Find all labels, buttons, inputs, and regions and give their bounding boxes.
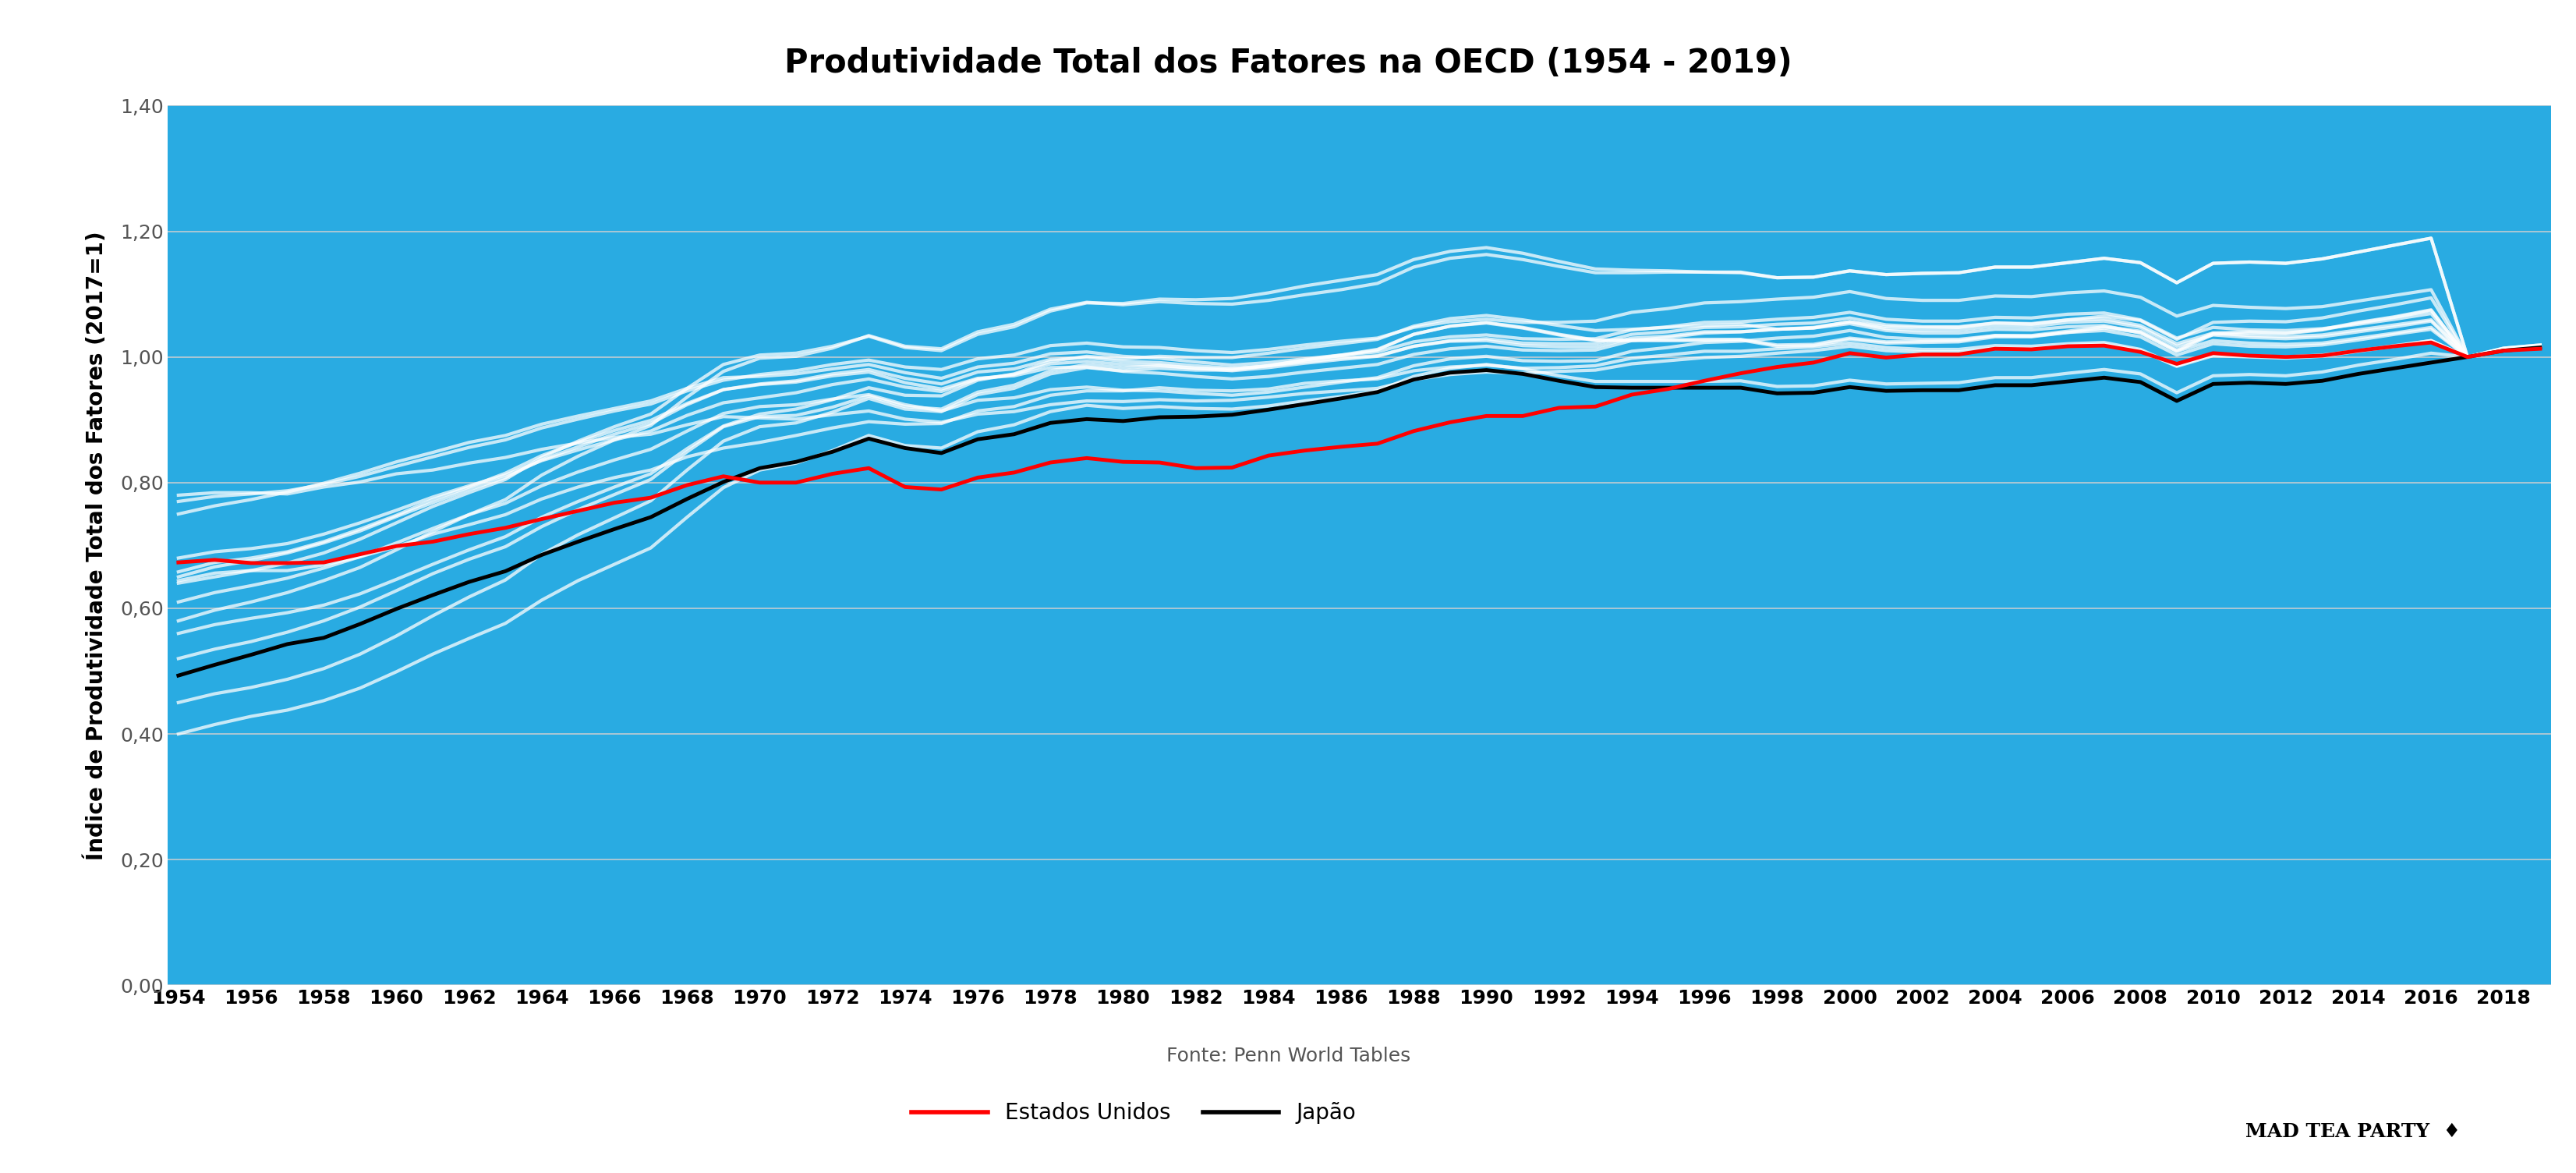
Legend: Estados Unidos, Japão: Estados Unidos, Japão bbox=[902, 1093, 1365, 1133]
Y-axis label: Índice de Produtividade Total dos Fatores (2017=1): Índice de Produtividade Total dos Fatore… bbox=[85, 231, 108, 860]
Text: Fonte: Penn World Tables: Fonte: Penn World Tables bbox=[1167, 1046, 1409, 1065]
Text: Produtividade Total dos Fatores na OECD (1954 - 2019): Produtividade Total dos Fatores na OECD … bbox=[783, 47, 1793, 80]
Text: MAD TEA PARTY  ♦: MAD TEA PARTY ♦ bbox=[2244, 1123, 2460, 1141]
